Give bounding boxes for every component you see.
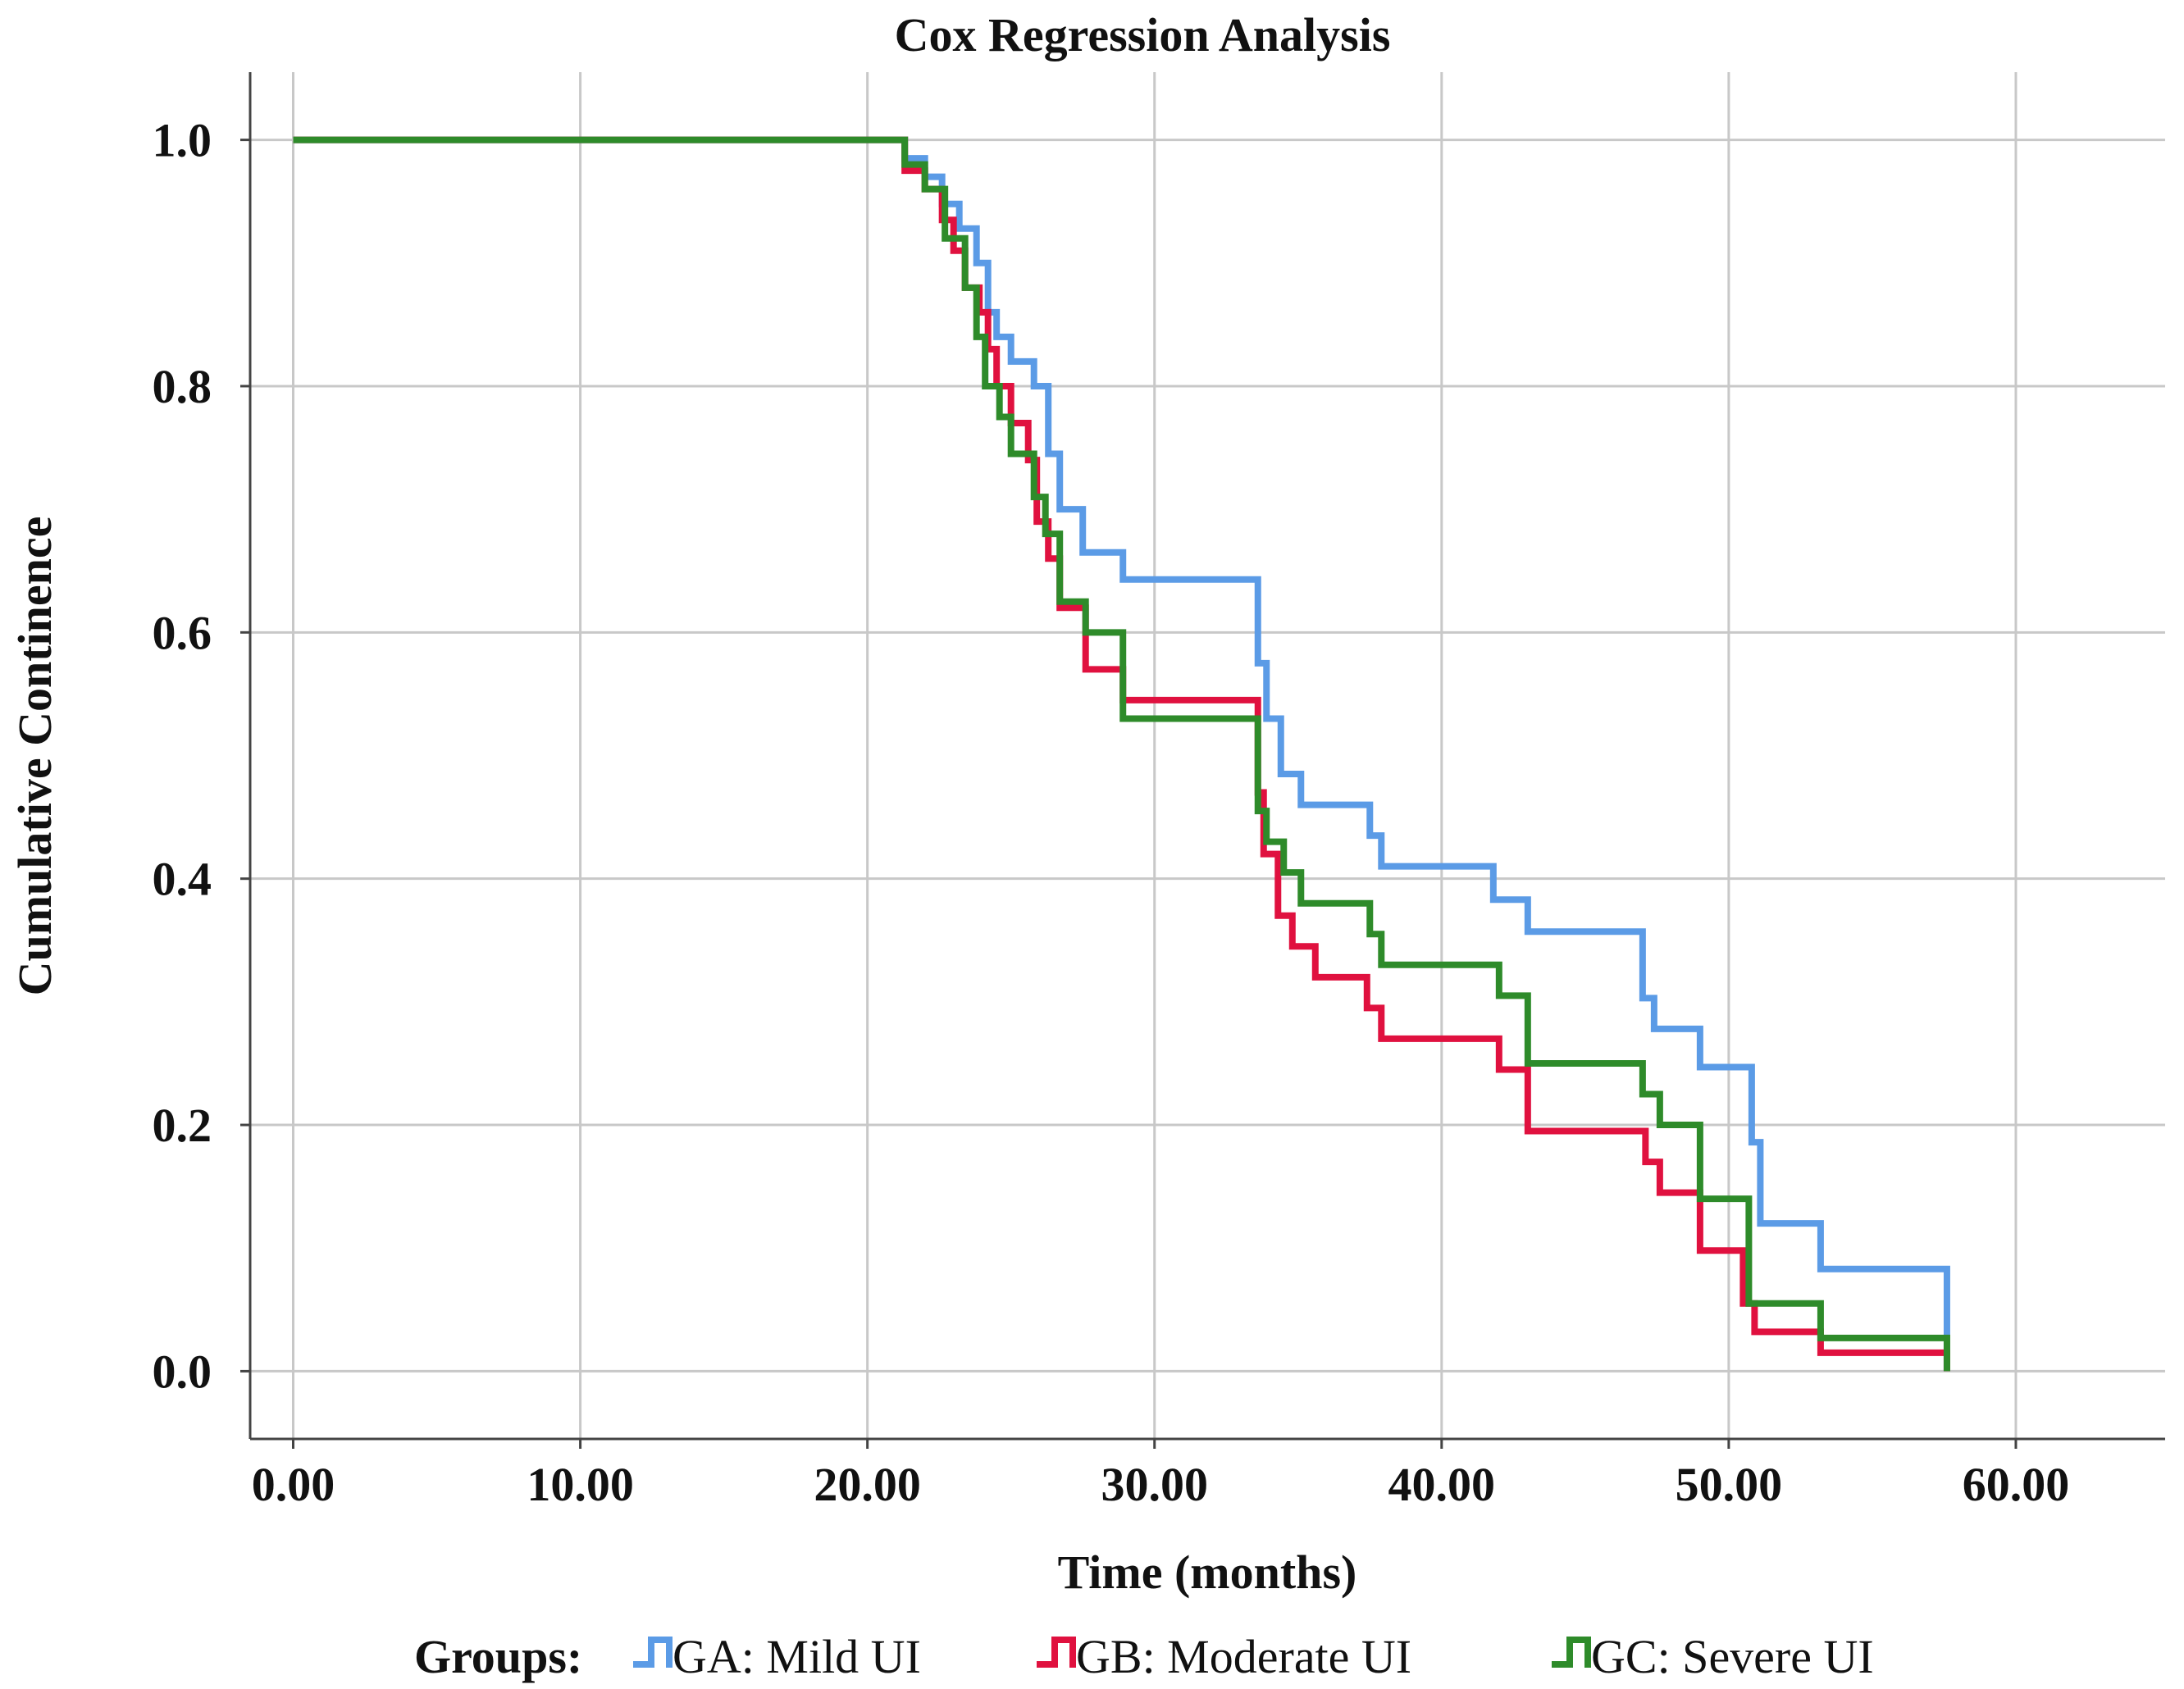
x-tick-label: 20.00	[814, 1458, 921, 1511]
axis-ticks: 0.00 10.00 20.00 30.00 40.00 50.00 60.00 0.0 0.2…	[153, 114, 2070, 1511]
y-tick-label: 0.6	[153, 606, 212, 659]
y-tick-label: 0.2	[153, 1099, 212, 1152]
x-tick-label: 10.00	[527, 1458, 634, 1511]
gridlines	[250, 72, 2165, 1439]
series-line-1	[293, 136, 1950, 1372]
y-tick-label: 0.0	[153, 1345, 212, 1398]
x-tick-label: 30.00	[1101, 1458, 1208, 1511]
x-tick-label: 40.00	[1388, 1458, 1496, 1511]
x-tick-label: 60.00	[1963, 1458, 2070, 1511]
series-line-3	[293, 136, 1950, 1372]
y-tick-label: 0.4	[153, 853, 212, 906]
x-tick-label: 0.00	[252, 1458, 335, 1511]
y-axis-label: Cumulative Continence	[8, 517, 62, 996]
y-tick-label: 0.8	[153, 360, 212, 413]
chart-title: Cox Regression Analysis	[895, 8, 1391, 61]
x-axis-label: Time (months)	[1058, 1546, 1357, 1599]
legend-label: GB: Moderate UI	[1076, 1630, 1411, 1683]
legend: Groups: GA: Mild UI GB: Moderate UI GC: Se…	[414, 1630, 1874, 1683]
series-lines	[293, 136, 1950, 1372]
legend-label: GC: Severe UI	[1591, 1630, 1874, 1683]
legend-swatch	[633, 1637, 673, 1668]
legend-swatch	[1552, 1637, 1591, 1668]
x-tick-label: 50.00	[1676, 1458, 1783, 1511]
legend-swatch	[1037, 1637, 1076, 1668]
legend-title: Groups:	[414, 1630, 582, 1683]
y-tick-label: 1.0	[153, 114, 212, 167]
legend-label: GA: Mild UI	[673, 1630, 921, 1683]
